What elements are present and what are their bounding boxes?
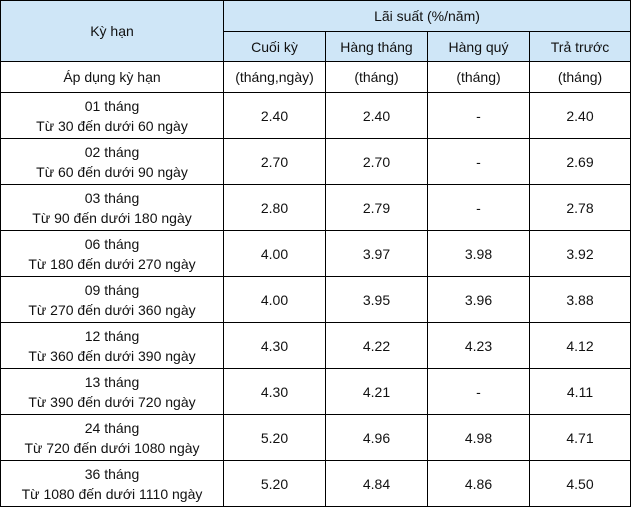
unit-cell: (tháng) [528, 61, 631, 93]
rate-cell: 4.96 [325, 414, 428, 461]
term-name: 03 tháng [84, 190, 140, 206]
rate-cell: - [427, 138, 530, 185]
rate-cell: 4.30 [223, 322, 326, 369]
term-header: Kỳ hạn [0, 0, 224, 62]
rate-header: Lãi suất (%/năm) [222, 0, 631, 32]
rate-cell: 4.71 [528, 414, 631, 461]
term-cell: 24 tháng Từ 720 đến dưới 1080 ngày [0, 414, 224, 461]
term-range: Từ 360 đến dưới 390 ngày [28, 348, 196, 364]
rate-cell: - [427, 184, 530, 231]
term-name: 24 tháng [84, 420, 140, 436]
table-row: 13 tháng Từ 390 đến dưới 720 ngày 4.30 4.21… [0, 368, 631, 415]
table-row: 02 tháng Từ 60 đến dưới 90 ngày 2.70 2.70-2… [0, 138, 631, 185]
rate-cell: 3.98 [427, 230, 530, 277]
rate-cell: - [427, 368, 530, 415]
rate-cell: 2.40 [325, 92, 428, 139]
rate-cell: 4.84 [325, 460, 428, 507]
table-row: 01 tháng Từ 30 đến dưới 60 ngày 2.40 2.40-2… [0, 92, 631, 139]
term-cell: 06 tháng Từ 180 đến dưới 270 ngày [0, 230, 224, 277]
col-header-tra-truoc: Trả trước [528, 31, 631, 62]
term-name: 36 tháng [84, 466, 140, 482]
col-header-hang-thang: Hàng tháng [325, 31, 428, 62]
col-header-hang-quy: Hàng quý [427, 31, 530, 62]
rate-cell: 4.00 [223, 276, 326, 323]
rate-cell: 5.20 [223, 414, 326, 461]
table-row: 03 tháng Từ 90 đến dưới 180 ngày 2.80 2.79-… [0, 184, 631, 231]
term-name: 06 tháng [84, 236, 140, 252]
rate-cell: 5.20 [223, 460, 326, 507]
rate-cell: 4.22 [325, 322, 428, 369]
term-cell: 01 tháng Từ 30 đến dưới 60 ngày [0, 92, 224, 139]
apply-term-label: Áp dụng kỳ hạn [0, 61, 224, 93]
rate-cell: 4.11 [528, 368, 631, 415]
rate-cell: 3.97 [325, 230, 428, 277]
term-cell: 13 tháng Từ 390 đến dưới 720 ngày [0, 368, 224, 415]
rate-cell: 4.86 [427, 460, 530, 507]
rate-cell: 4.21 [325, 368, 428, 415]
table-row: 24 tháng Từ 720 đến dưới 1080 ngày 5.20 4.9… [0, 414, 631, 461]
term-name: 12 tháng [84, 328, 140, 344]
rate-cell: 4.23 [427, 322, 530, 369]
unit-cell: (tháng) [325, 61, 428, 93]
term-range: Từ 720 đến dưới 1080 ngày [24, 440, 200, 456]
term-range: Từ 60 đến dưới 90 ngày [36, 164, 188, 180]
rate-cell: 3.96 [427, 276, 530, 323]
term-range: Từ 1080 đến dưới 1110 ngày [21, 486, 203, 502]
table-row: 36 tháng Từ 1080 đến dưới 1110 ngày 5.20 4.… [0, 460, 631, 507]
rate-cell: 2.40 [223, 92, 326, 139]
unit-cell: (tháng,ngày) [223, 61, 326, 93]
rate-cell: 4.98 [427, 414, 530, 461]
term-range: Từ 90 đến dưới 180 ngày [32, 210, 192, 226]
term-range: Từ 390 đến dưới 720 ngày [28, 394, 196, 410]
rate-cell: 2.79 [325, 184, 428, 231]
table-row: 06 tháng Từ 180 đến dưới 270 ngày 4.00 3.97… [0, 230, 631, 277]
rate-cell: 3.92 [528, 230, 631, 277]
term-name: 09 tháng [84, 282, 140, 298]
term-cell: 36 tháng Từ 1080 đến dưới 1110 ngày [0, 460, 224, 507]
term-name: 13 tháng [84, 374, 140, 390]
rate-cell: 4.00 [223, 230, 326, 277]
unit-row: Áp dụng kỳ hạn (tháng,ngày) (tháng) (thá… [0, 61, 631, 93]
term-cell: 12 tháng Từ 360 đến dưới 390 ngày [0, 322, 224, 369]
table-row: 12 tháng Từ 360 đến dưới 390 ngày 4.30 4.22… [0, 322, 631, 369]
rate-cell: 2.80 [223, 184, 326, 231]
col-header-cuoi-ky: Cuối kỳ [223, 31, 326, 62]
rate-cell: 4.50 [528, 460, 631, 507]
term-cell: 02 tháng Từ 60 đến dưới 90 ngày [0, 138, 224, 185]
rate-cell: 2.70 [325, 138, 428, 185]
term-cell: 09 tháng Từ 270 đến dưới 360 ngày [0, 276, 224, 323]
term-cell: 03 tháng Từ 90 đến dưới 180 ngày [0, 184, 224, 231]
term-range: Từ 30 đến dưới 60 ngày [36, 118, 188, 134]
rate-cell: 2.40 [528, 92, 631, 139]
term-name: 01 tháng [84, 98, 140, 114]
table-row: 09 tháng Từ 270 đến dưới 360 ngày 4.00 3.95… [0, 276, 631, 323]
term-range: Từ 270 đến dưới 360 ngày [28, 302, 196, 318]
term-name: 02 tháng [84, 144, 140, 160]
rate-cell: 2.70 [223, 138, 326, 185]
rate-cell: 4.30 [223, 368, 326, 415]
term-range: Từ 180 đến dưới 270 ngày [28, 256, 196, 272]
unit-cell: (tháng) [427, 61, 530, 93]
rate-cell: 2.78 [528, 184, 631, 231]
rate-cell: 3.95 [325, 276, 428, 323]
rate-cell: 2.69 [528, 138, 631, 185]
rate-cell: 4.12 [528, 322, 631, 369]
rate-cell: - [427, 92, 530, 139]
rate-cell: 3.88 [528, 276, 631, 323]
